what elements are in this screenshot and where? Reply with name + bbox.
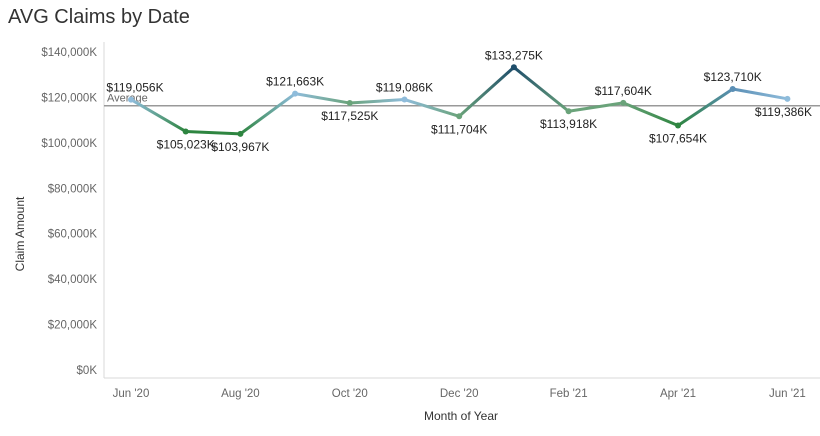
x-tick-label: Feb '21 (550, 388, 588, 400)
data-label: $117,525K (321, 109, 378, 123)
series-segment (731, 87, 789, 101)
data-point (620, 99, 627, 106)
data-point (565, 108, 572, 115)
y-axis-title: Claim Amount (13, 196, 27, 271)
data-point (675, 122, 681, 129)
series-segment (348, 98, 406, 105)
data-label: $119,386K (755, 105, 812, 119)
data-point (237, 130, 244, 137)
data-point (346, 100, 353, 107)
data-point (729, 86, 736, 93)
y-tick-label: $140,000K (41, 47, 97, 59)
series-segment (129, 98, 188, 133)
data-label: $133,275K (485, 48, 543, 62)
data-labels: $119,056K $105,023K$103,967K $121,663K $117… (106, 48, 812, 154)
series-line (129, 65, 789, 136)
chart-title: AVG Claims by Date (8, 6, 190, 28)
data-point (401, 96, 408, 103)
series-segment (293, 92, 352, 105)
y-tick-label: $40,000K (48, 274, 98, 286)
data-label: $107,654K (649, 131, 707, 145)
x-axis-ticks: Jun '20 Aug '20 Oct '20 Dec '20 Feb '21 Apr '… (113, 388, 806, 400)
x-tick-label: Dec '20 (440, 388, 479, 400)
y-axis-ticks: $0K $20,000K $40,000K $60,000K $80,000K $100,… (41, 47, 97, 377)
y-tick-label: $0K (77, 365, 98, 377)
data-label: $123,710K (704, 70, 762, 84)
y-tick-label: $120,000K (41, 92, 97, 104)
x-tick-label: Jun '20 (113, 388, 150, 400)
data-label: $121,663K (266, 75, 324, 89)
data-point (784, 95, 791, 102)
data-label: $103,967K (211, 140, 269, 154)
series-segment (184, 129, 242, 136)
x-tick-label: Oct '20 (332, 388, 368, 400)
x-axis-title: Month of Year (424, 409, 498, 423)
series-segment (676, 87, 735, 127)
y-tick-label: $100,000K (41, 138, 97, 150)
data-label: $119,086K (376, 81, 433, 95)
x-tick-label: Apr '21 (660, 388, 696, 400)
data-point (510, 64, 517, 71)
data-label: $111,704K (431, 122, 487, 136)
series-points (128, 64, 791, 137)
data-point (292, 90, 299, 97)
series-segment (457, 65, 516, 118)
series-segment (403, 98, 461, 118)
data-point (182, 128, 189, 135)
x-tick-label: Aug '20 (221, 388, 260, 400)
data-label: $117,604K (595, 84, 652, 98)
axis-lines (103, 42, 820, 379)
series-segment (512, 65, 571, 113)
data-point (456, 113, 463, 120)
series-segment (238, 92, 297, 136)
x-tick-label: Jun '21 (769, 388, 806, 400)
y-tick-label: $80,000K (48, 183, 98, 195)
data-label: $105,023K (157, 137, 215, 151)
series-segment (621, 101, 680, 127)
data-label: $119,056K (106, 81, 163, 95)
y-tick-label: $20,000K (48, 320, 98, 332)
data-point (128, 96, 134, 103)
series-segment (567, 101, 625, 113)
y-tick-label: $60,000K (48, 229, 98, 241)
data-label: $113,918K (540, 117, 597, 131)
